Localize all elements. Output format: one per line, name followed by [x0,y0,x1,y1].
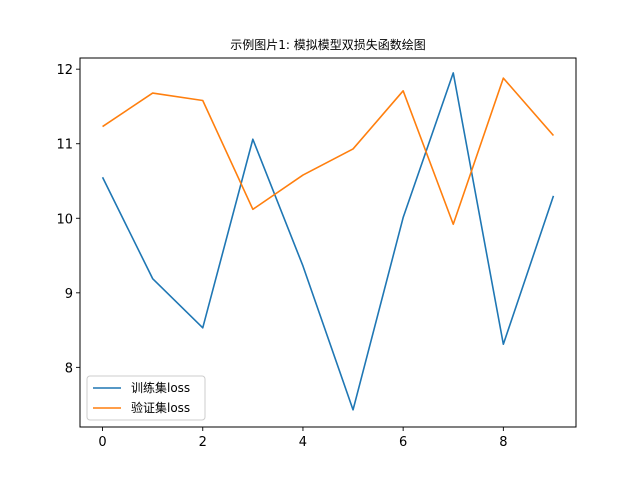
series-layer [101,72,555,411]
y-tick-label: 12 [56,63,73,78]
x-tick-label: 0 [98,435,106,450]
legend-label-0: 训练集loss [131,380,190,395]
x-tick-label: 6 [399,435,407,450]
x-tick-label: 4 [299,435,307,450]
y-tick-label: 9 [65,287,73,302]
legend: 训练集loss 验证集loss [86,375,206,421]
legend-box [86,375,206,421]
axis-ticks: 0 2 4 6 8 8 9 10 11 12 [56,63,507,450]
x-tick-label: 2 [199,435,207,450]
y-tick-label: 11 [56,138,73,153]
legend-label-1: 验证集loss [131,400,190,415]
y-tick-label: 10 [56,212,73,227]
series-line-0 [101,72,555,411]
plot-frame [79,57,577,428]
y-tick-label: 8 [65,361,73,376]
series-line-1 [102,77,555,226]
x-tick-label: 8 [499,435,507,450]
chart-title: 示例图片1: 模拟模型双损失函数绘图 [230,37,426,52]
